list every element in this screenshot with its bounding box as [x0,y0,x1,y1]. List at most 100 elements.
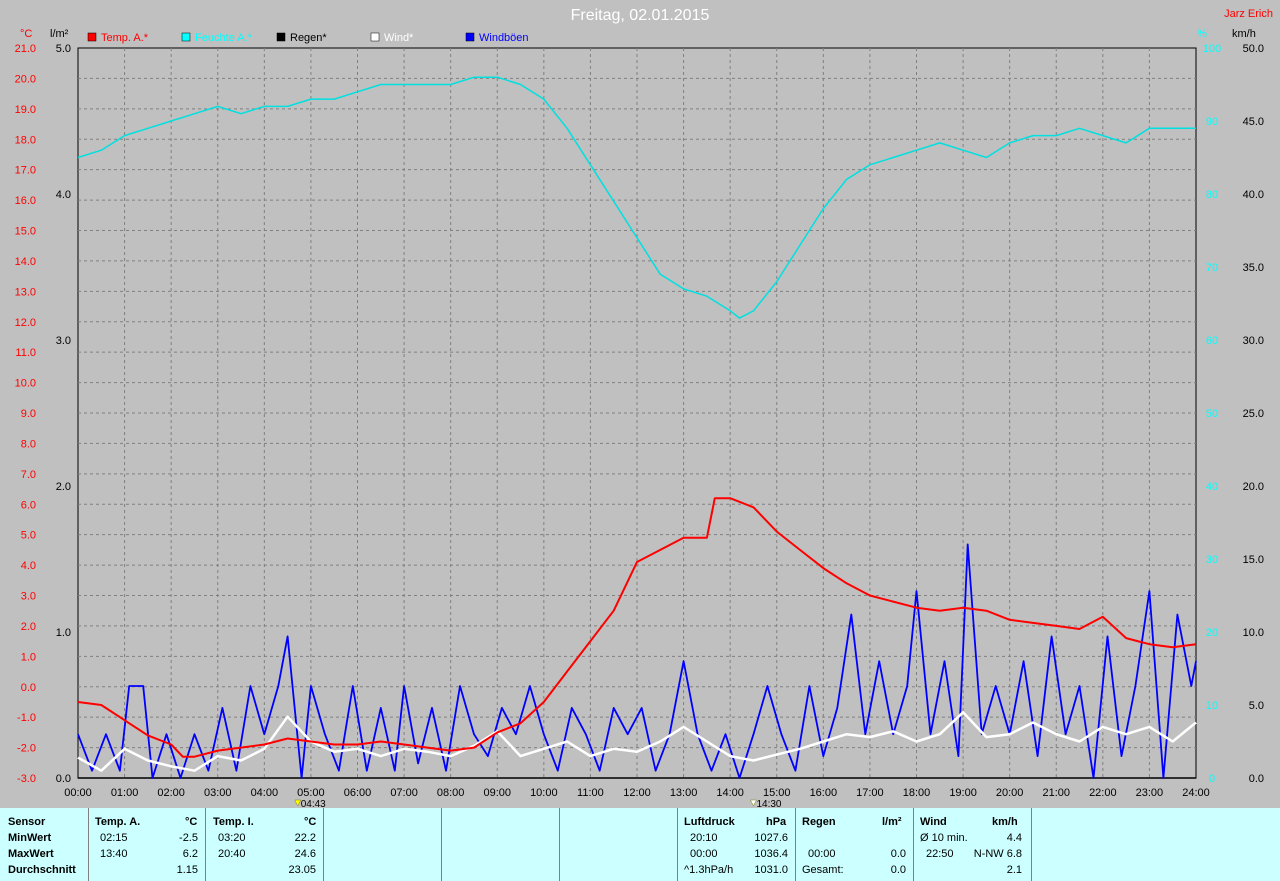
temp-tick-label: 0.0 [21,682,36,694]
temp-tick-label: 3.0 [21,591,36,603]
temp-tick-label: 9.0 [21,408,36,420]
rain-tick-label: 5.0 [56,43,71,55]
time-tick-label: 00:00 [64,787,92,799]
rain-tick-label: 1.0 [56,627,71,639]
wind-tick-label: 40.0 [1243,189,1264,201]
max-rain-time: 00:00 [808,848,836,860]
time-tick-label: 21:00 [1042,787,1070,799]
temp-tick-label: 11.0 [15,347,36,359]
wind-tick-label: 10.0 [1243,627,1264,639]
time-tick-label: 06:00 [344,787,372,799]
temp-tick-label: 13.0 [15,286,36,298]
legend-swatch [465,32,475,42]
weather-chart: Freitag, 02.01.2015 Jarz Erich °C l/m²% km/h… [15,7,1273,808]
wind-tick-label: 30.0 [1243,335,1264,347]
legend-swatch [276,32,286,42]
avg-temp-a-value: 1.15 [176,864,198,876]
humidity-axis-unit: % [1197,28,1207,40]
temp-tick-label: 6.0 [21,499,36,511]
header-wind: Wind [920,816,947,828]
time-tick-label: 02:00 [157,787,185,799]
temp-tick-label: 14.0 [15,256,36,268]
time-tick-label: 03:00 [204,787,232,799]
time-tick-label: 07:00 [390,787,418,799]
min-pressure-value: 1027.6 [754,832,788,844]
min-pressure-time: 20:10 [690,832,718,844]
humidity-tick-label: 90 [1206,116,1218,128]
max-rain-value: 0.0 [890,848,906,860]
sunset-icon [750,799,757,807]
legend-swatch [370,32,380,42]
humidity-tick-label: 70 [1206,262,1218,274]
temp-tick-label: 20.0 [15,73,36,85]
header-temp-i-unit: °C [304,816,317,828]
row-label-average: Durchschnitt [8,864,76,876]
time-tick-label: 05:00 [297,787,325,799]
rain-axis-unit: l/m² [50,28,69,40]
time-tick-label: 10:00 [530,787,558,799]
max-wind-value: N-NW 6.8 [973,848,1022,860]
sun-marker-label: 14:30 [756,799,781,808]
avg-wind-value: 2.1 [1006,864,1022,876]
temp-tick-label: 10.0 [15,378,36,390]
row-label-max: MaxWert [8,848,54,860]
humidity-tick-label: 50 [1206,408,1218,420]
min-wind-value: 4.4 [1006,832,1022,844]
time-tick-label: 13:00 [670,787,698,799]
avg-temp-i-value: 23.05 [288,864,316,876]
legend-label: Feuchte A.* [195,32,253,44]
series-line-temp-a [77,497,1197,758]
header-temp-a: Temp. A. [95,816,141,828]
time-tick-label: 18:00 [903,787,931,799]
temp-tick-label: 7.0 [21,469,36,481]
header-rain: Regen [802,816,836,828]
humidity-tick-label: 100 [1203,43,1221,55]
temp-tick-label: 19.0 [15,104,36,116]
min-temp-a-time: 02:15 [100,832,128,844]
temp-tick-label: -1.0 [17,712,36,724]
chart-title: Freitag, 02.01.2015 [571,7,710,24]
max-temp-i-value: 24.6 [294,848,316,860]
time-tick-label: 01:00 [111,787,139,799]
temp-tick-label: 4.0 [21,560,36,572]
humidity-tick-label: 30 [1206,554,1218,566]
legend-swatch [87,32,97,42]
series-line-feuchte-a [77,76,1196,319]
temp-tick-label: -3.0 [17,773,36,785]
legend-label: Temp. A.* [101,32,149,44]
header-temp-a-unit: °C [185,816,198,828]
humidity-tick-label: 20 [1206,627,1218,639]
wind-tick-label: 0.0 [1249,773,1264,785]
temp-tick-label: -2.0 [17,743,36,755]
wind-tick-label: 50.0 [1243,43,1264,55]
max-pressure-value: 1036.4 [754,848,788,860]
min-temp-i-value: 22.2 [294,832,316,844]
series-line-windböen [77,543,1197,779]
wind-tick-label: 5.0 [1249,700,1264,712]
temp-tick-label: 12.0 [15,317,36,329]
time-tick-label: 16:00 [810,787,838,799]
min-temp-a-value: -2.5 [179,832,198,844]
time-tick-label: 24:00 [1182,787,1210,799]
rain-tick-label: 0.0 [56,773,71,785]
total-rain-label: Gesamt: [802,864,844,876]
header-temp-i: Temp. I. [213,816,254,828]
wind-tick-label: 45.0 [1243,116,1264,128]
rain-tick-label: 3.0 [56,335,71,347]
time-tick-label: 08:00 [437,787,465,799]
humidity-tick-label: 0 [1209,773,1215,785]
max-temp-a-value: 6.2 [182,848,198,860]
header-rain-unit: l/m² [882,816,902,828]
time-tick-label: 20:00 [996,787,1024,799]
series-line-wind [77,711,1197,772]
humidity-tick-label: 60 [1206,335,1218,347]
temp-axis-unit: °C [20,28,32,40]
humidity-tick-label: 40 [1206,481,1218,493]
max-wind-time: 22:50 [926,848,954,860]
temp-tick-label: 5.0 [21,530,36,542]
total-rain-value: 0.0 [890,864,906,876]
time-tick-label: 12:00 [623,787,651,799]
temp-tick-label: 1.0 [21,651,36,663]
legend-swatch [181,32,191,42]
time-tick-label: 23:00 [1136,787,1164,799]
